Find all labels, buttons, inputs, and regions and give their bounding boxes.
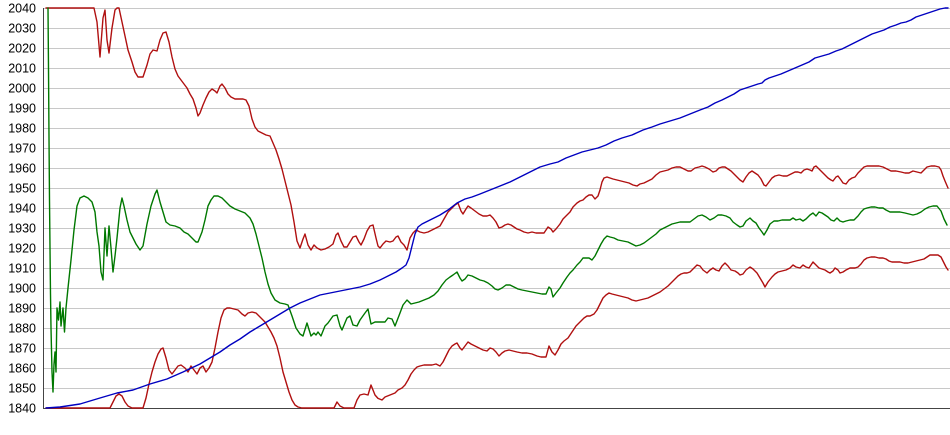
y-axis-tick-label: 2010 <box>8 62 36 76</box>
y-axis-tick-label: 2030 <box>8 22 36 36</box>
blue-line <box>45 7 949 409</box>
y-axis-tick-label: 1960 <box>8 162 36 176</box>
y-axis-tick-label: 1980 <box>8 122 36 136</box>
y-axis-tick-label: 1930 <box>8 222 36 236</box>
y-axis-tick-label: 1950 <box>8 182 36 196</box>
y-axis-tick-label: 1890 <box>8 302 36 316</box>
y-axis-tick-label: 1990 <box>8 102 36 116</box>
y-axis-tick-label: 2020 <box>8 42 36 56</box>
y-axis-tick-label: 1970 <box>8 142 36 156</box>
y-axis-tick-label: 1900 <box>8 282 36 296</box>
y-axis-tick-label: 1880 <box>8 322 36 336</box>
y-axis-tick-label: 2040 <box>8 2 36 16</box>
y-axis-tick-label: 1850 <box>8 382 36 396</box>
y-axis-tick-label: 1910 <box>8 262 36 276</box>
y-axis-tick-label: 1940 <box>8 202 36 216</box>
lower-red-line <box>45 254 949 409</box>
y-axis-tick-label: 1840 <box>8 402 36 416</box>
upper-red-line <box>45 7 949 251</box>
y-axis-tick-label: 1870 <box>8 342 36 356</box>
y-axis-tick-label: 1860 <box>8 362 36 376</box>
y-axis-tick-label: 2000 <box>8 82 36 96</box>
green-line <box>47 7 948 393</box>
y-axis-tick-label: 1920 <box>8 242 36 256</box>
